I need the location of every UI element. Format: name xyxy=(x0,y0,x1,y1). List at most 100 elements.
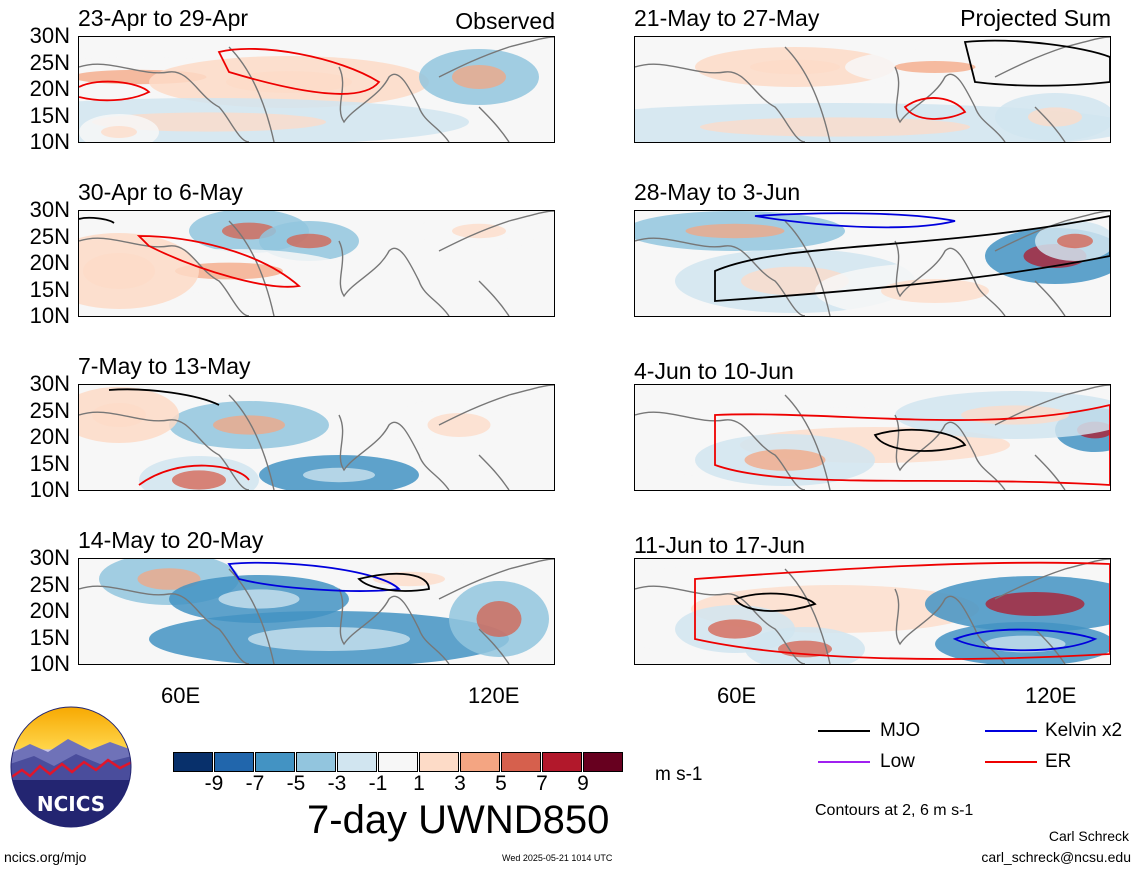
colorbar-swatch xyxy=(419,752,459,772)
coastline xyxy=(228,568,275,664)
colorbar-label: -9 xyxy=(204,772,224,795)
ncics-logo: NCICS xyxy=(10,706,132,828)
anomaly-contour xyxy=(714,215,1110,302)
legend-mjo-line xyxy=(818,730,870,732)
lat-label: 20N xyxy=(29,76,70,101)
coastline xyxy=(635,63,806,142)
coastline xyxy=(635,237,806,316)
coastline xyxy=(784,568,831,664)
wind-anomaly-core xyxy=(101,126,137,138)
coastline xyxy=(1034,454,1066,490)
colorbar-label: 1 xyxy=(413,772,425,795)
lat-label: 15N xyxy=(29,102,70,128)
panel-title-5: 21-May to 27-May xyxy=(634,5,820,31)
map-6-svg xyxy=(635,211,1110,316)
wind-anomaly-core xyxy=(700,117,970,137)
coastline xyxy=(994,559,1110,600)
footer-email: carl_schreck@ncsu.edu xyxy=(981,849,1131,865)
coastline xyxy=(338,414,450,490)
lat-label: 30N xyxy=(29,197,70,222)
map-panel-2 xyxy=(78,210,555,317)
coastline xyxy=(228,46,275,142)
coastline xyxy=(1034,628,1066,664)
anomaly-contour xyxy=(138,464,250,486)
colorbar-swatch xyxy=(460,752,500,772)
legend-er-label: ER xyxy=(1045,751,1072,772)
colorbar-swatch xyxy=(501,752,541,772)
lat-label: 20N xyxy=(29,598,70,623)
coastline xyxy=(338,588,450,664)
wind-anomaly-core xyxy=(476,601,522,637)
anomaly-contour xyxy=(217,47,381,95)
anomaly-contour xyxy=(903,97,967,120)
wind-anomaly-core xyxy=(172,470,226,490)
anomaly-contour xyxy=(873,428,967,452)
map-panel-3 xyxy=(78,384,555,491)
colorbar-swatch xyxy=(583,752,623,772)
lon-label-60e-left: 60E xyxy=(161,683,201,708)
panel-title-6: 28-May to 3-Jun xyxy=(634,179,801,205)
coastline xyxy=(438,37,554,78)
footer-author: Carl Schreck xyxy=(1048,828,1129,844)
coastline xyxy=(438,559,554,600)
wind-anomaly-core xyxy=(894,61,976,73)
colorbar-swatch xyxy=(337,752,377,772)
coastline xyxy=(894,414,1006,490)
footer-timestamp: Wed 2025-05-21 1014 UTC xyxy=(502,853,613,863)
legend-low-label: Low xyxy=(880,751,915,772)
legend-low-line xyxy=(818,761,870,763)
anomaly-contour xyxy=(108,388,220,406)
lat-label: 20N xyxy=(29,250,70,275)
coastline xyxy=(894,588,1006,664)
coastline xyxy=(894,240,1006,316)
lat-label: 25N xyxy=(29,397,70,423)
panel-title-1: 23-Apr to 29-Apr xyxy=(78,5,249,31)
lon-label-120e-right: 120E xyxy=(1025,683,1077,708)
map-3-svg xyxy=(79,385,554,490)
footer-site: ncics.org/mjo xyxy=(4,849,87,865)
coastline xyxy=(79,585,250,664)
coastline xyxy=(79,63,250,142)
legend-kelvin-line xyxy=(985,730,1037,732)
colorbar-label: -1 xyxy=(368,772,388,795)
coastline xyxy=(478,454,510,490)
wind-anomaly-core xyxy=(1057,233,1093,249)
map-2-svg xyxy=(79,211,554,316)
map-panel-8 xyxy=(634,558,1111,665)
lat-label: 15N xyxy=(29,624,70,650)
wind-anomaly-core xyxy=(985,592,1085,616)
anomaly-contour xyxy=(733,592,817,612)
wind-anomaly-core xyxy=(303,467,375,483)
colorbar-swatch xyxy=(378,752,418,772)
lat-label: 15N xyxy=(29,276,70,302)
anomaly-contour xyxy=(754,212,956,229)
map-7-svg xyxy=(635,385,1110,490)
lat-label: 10N xyxy=(29,477,70,502)
wind-anomaly-core xyxy=(1028,107,1082,127)
map-1-svg xyxy=(79,37,554,142)
lon-label-120e-left: 120E xyxy=(468,683,520,708)
map-panel-4 xyxy=(78,558,555,665)
logo-text: NCICS xyxy=(37,792,105,816)
map-4-svg xyxy=(79,559,554,664)
wind-anomaly-core xyxy=(248,627,410,651)
lat-label: 10N xyxy=(29,303,70,328)
coastline xyxy=(894,66,1006,142)
panel-title-3: 7-May to 13-May xyxy=(78,353,251,379)
map-panel-6 xyxy=(634,210,1111,317)
coastline xyxy=(994,385,1110,426)
coastline xyxy=(438,385,554,426)
projected-label: Projected Sum xyxy=(960,5,1111,31)
wind-anomaly-core xyxy=(744,449,826,471)
colorbar-swatch xyxy=(173,752,213,772)
lat-label: 30N xyxy=(29,545,70,570)
coastline xyxy=(635,585,806,664)
legend-er-line xyxy=(985,761,1037,763)
colorbar-swatch xyxy=(296,752,336,772)
colorbar-label: 3 xyxy=(454,772,466,795)
wind-anomaly-core xyxy=(83,253,155,289)
colorbar-label: 9 xyxy=(577,772,589,795)
anomaly-contour xyxy=(79,216,115,224)
map-5-svg xyxy=(635,37,1110,142)
anomaly-contour xyxy=(136,235,302,288)
